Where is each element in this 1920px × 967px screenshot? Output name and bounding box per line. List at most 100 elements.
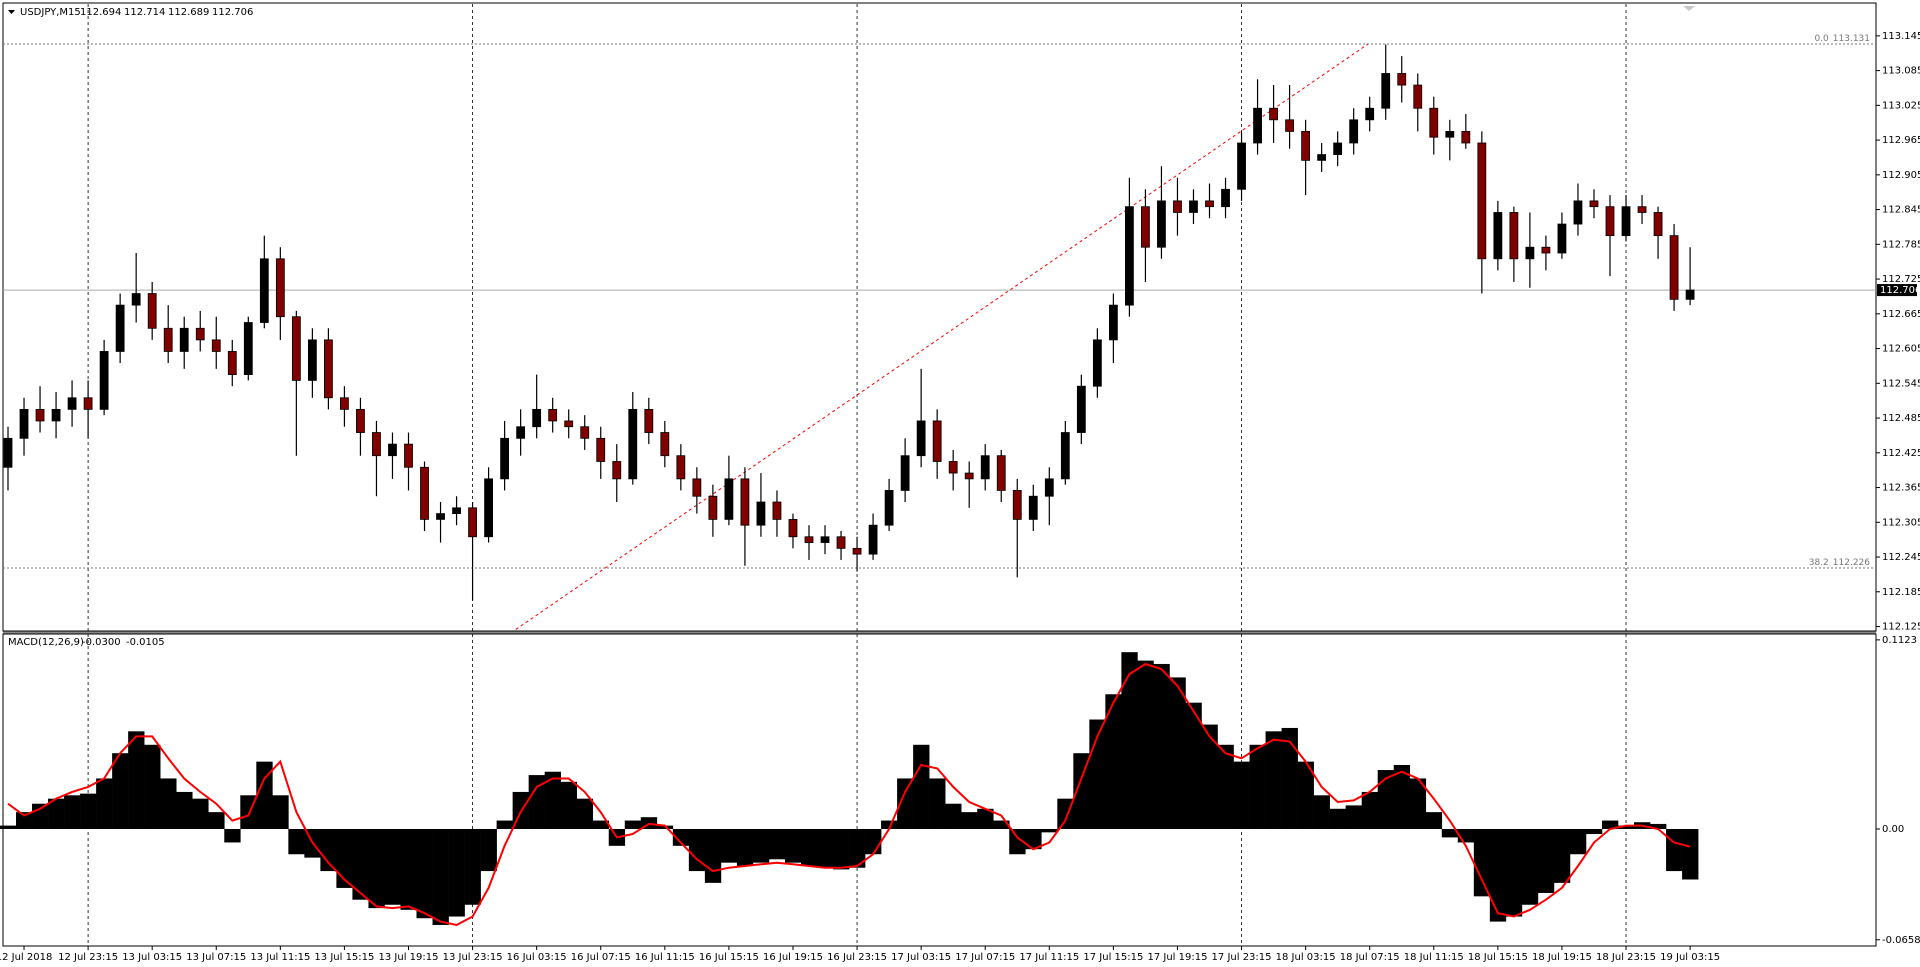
macd-bar bbox=[656, 825, 674, 829]
candle-body bbox=[1381, 73, 1391, 109]
candle-body bbox=[1076, 385, 1086, 433]
macd-bar bbox=[96, 778, 113, 829]
macd-bar bbox=[272, 795, 289, 829]
collapse-arrow[interactable] bbox=[8, 10, 15, 14]
candle-body bbox=[1237, 142, 1246, 190]
y-tick-label: 112.185 bbox=[1882, 587, 1920, 598]
candle-body bbox=[83, 397, 93, 410]
candle-body bbox=[259, 258, 269, 323]
candle-body bbox=[1685, 289, 1695, 300]
macd-bar bbox=[1361, 791, 1379, 829]
shift-marker[interactable] bbox=[1683, 6, 1695, 11]
macd-bar bbox=[1521, 828, 1539, 905]
macd-bar bbox=[448, 828, 465, 917]
candle-body bbox=[580, 426, 590, 439]
candle-body bbox=[564, 420, 574, 428]
candle-body bbox=[452, 507, 461, 515]
candle-body bbox=[115, 304, 125, 352]
x-tick-label: 13 Jul 03:15 bbox=[122, 952, 182, 963]
macd-bar bbox=[1329, 808, 1346, 829]
macd-value: -0.0105 bbox=[126, 637, 165, 648]
signal-line bbox=[7, 662, 1691, 927]
candle-body bbox=[1541, 246, 1551, 254]
macd-bar bbox=[176, 791, 193, 829]
candle-body bbox=[1413, 84, 1423, 109]
macd-bar bbox=[752, 828, 770, 863]
header-price: 112.706 bbox=[212, 7, 253, 18]
macd-bar bbox=[384, 828, 401, 905]
macd-bar bbox=[496, 820, 513, 829]
candle-body bbox=[356, 408, 365, 433]
candle-body bbox=[1173, 200, 1182, 213]
macd-bar bbox=[192, 798, 209, 829]
candle-body bbox=[916, 420, 926, 457]
macd-bar bbox=[112, 753, 129, 829]
candle-body bbox=[1301, 131, 1311, 161]
x-tick-label: 17 Jul 15:15 bbox=[1083, 952, 1143, 963]
header-prices: 112.694 112.714 112.689 112.706 bbox=[80, 7, 253, 18]
macd-bar bbox=[1137, 660, 1154, 829]
candle-body bbox=[227, 351, 237, 376]
macd-bar bbox=[1297, 761, 1314, 829]
y-tick-label: 112.845 bbox=[1882, 205, 1920, 216]
candle-body bbox=[1141, 206, 1150, 248]
candle-body bbox=[388, 443, 397, 457]
macd-bar bbox=[544, 771, 561, 829]
candle-body bbox=[932, 420, 942, 462]
macd-bar bbox=[833, 828, 850, 870]
x-tick-label: 18 Jul 19:15 bbox=[1532, 952, 1592, 963]
x-tick-label: 16 Jul 15:15 bbox=[699, 952, 759, 963]
x-tick-label: 17 Jul 23:15 bbox=[1212, 952, 1272, 963]
macd-bar bbox=[256, 761, 273, 829]
macd-bar bbox=[208, 812, 225, 829]
candle-body bbox=[772, 501, 782, 520]
candle-body bbox=[1092, 339, 1102, 387]
candle-body bbox=[1028, 495, 1038, 520]
macd-bar bbox=[1313, 795, 1330, 829]
last-price-label: 112.706 bbox=[1880, 285, 1920, 296]
candle-body bbox=[275, 258, 285, 318]
macd-bar bbox=[817, 828, 834, 868]
macd-bar bbox=[929, 778, 946, 829]
price-panel bbox=[2, 2, 1877, 632]
candle-body bbox=[900, 455, 910, 491]
candle-body bbox=[1429, 107, 1439, 138]
macd-bar bbox=[1281, 727, 1298, 829]
candle-body bbox=[1125, 206, 1134, 306]
y-tick-label: 112.725 bbox=[1882, 274, 1920, 285]
fibo-price: 112.226 bbox=[1833, 558, 1870, 568]
macd-bar bbox=[672, 828, 690, 846]
candle-body bbox=[1605, 206, 1615, 237]
candle-body bbox=[884, 490, 894, 526]
macd-bar bbox=[592, 820, 610, 829]
y-tick-label: 112.605 bbox=[1882, 344, 1920, 355]
fibo-level-label: 0.0 bbox=[1814, 33, 1829, 43]
macd-bar bbox=[128, 731, 145, 829]
macd-bar bbox=[945, 803, 962, 829]
candle-body bbox=[67, 397, 77, 410]
candle-body bbox=[131, 293, 141, 306]
macd-title: MACD(12,26,9) bbox=[8, 637, 84, 648]
candle-body bbox=[1157, 200, 1166, 248]
candle-body bbox=[1108, 304, 1118, 341]
candle-body bbox=[676, 455, 686, 480]
macd-bar bbox=[1201, 724, 1218, 829]
y-tick-label: 112.665 bbox=[1882, 309, 1920, 320]
symbol: USDJPY,M15 bbox=[20, 7, 81, 18]
candle-body bbox=[1653, 212, 1663, 237]
x-tick-label: 16 Jul 07:15 bbox=[571, 952, 631, 963]
macd-bar bbox=[1009, 828, 1026, 855]
y-tick-label: 112.785 bbox=[1882, 239, 1920, 250]
macd-bar bbox=[1393, 764, 1411, 829]
macd-bar bbox=[1105, 694, 1122, 829]
y-tick-label: -0.0658 bbox=[1882, 935, 1920, 946]
fibo-trendline bbox=[515, 43, 1369, 630]
macd-bar bbox=[1473, 828, 1491, 897]
candle-body bbox=[1397, 73, 1407, 86]
candle-body bbox=[1349, 119, 1359, 144]
macd-bar bbox=[144, 744, 161, 829]
macd-bar bbox=[1553, 828, 1571, 883]
y-tick-label: 112.245 bbox=[1882, 552, 1920, 563]
